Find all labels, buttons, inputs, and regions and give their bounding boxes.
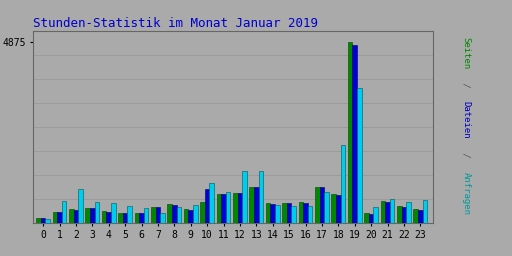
Bar: [364, 214, 369, 223]
Bar: [53, 212, 57, 223]
Bar: [167, 204, 172, 223]
Bar: [414, 209, 418, 223]
Bar: [390, 199, 394, 223]
Bar: [418, 210, 422, 223]
Bar: [275, 205, 280, 223]
Bar: [95, 202, 99, 223]
Bar: [397, 206, 401, 223]
Bar: [352, 45, 357, 223]
Bar: [357, 88, 361, 223]
Bar: [303, 203, 308, 223]
Bar: [282, 203, 287, 223]
Bar: [188, 210, 193, 223]
Bar: [205, 188, 209, 223]
Bar: [238, 193, 242, 223]
Text: Dateien: Dateien: [461, 101, 471, 138]
Bar: [340, 145, 345, 223]
Bar: [298, 202, 303, 223]
Text: Anfragen: Anfragen: [461, 172, 471, 215]
Bar: [102, 211, 106, 223]
Bar: [308, 206, 312, 223]
Bar: [86, 208, 90, 223]
Bar: [172, 205, 177, 223]
Bar: [78, 189, 83, 223]
Bar: [259, 172, 263, 223]
Bar: [41, 218, 46, 223]
Bar: [380, 201, 385, 223]
Bar: [348, 41, 352, 223]
Bar: [177, 207, 181, 223]
Bar: [249, 187, 254, 223]
Bar: [135, 213, 139, 223]
Bar: [156, 207, 160, 223]
Bar: [111, 203, 116, 223]
Bar: [209, 183, 214, 223]
Bar: [336, 195, 340, 223]
Bar: [123, 213, 127, 223]
Bar: [57, 212, 62, 223]
Text: /: /: [461, 77, 471, 93]
Bar: [36, 218, 41, 223]
Bar: [160, 213, 165, 223]
Bar: [62, 201, 67, 223]
Bar: [151, 207, 156, 223]
Bar: [369, 214, 373, 223]
Bar: [184, 209, 188, 223]
Bar: [233, 193, 238, 223]
Bar: [331, 195, 336, 223]
Bar: [139, 213, 144, 223]
Bar: [46, 219, 50, 223]
Bar: [193, 205, 198, 223]
Bar: [324, 191, 329, 223]
Bar: [422, 200, 427, 223]
Bar: [127, 206, 132, 223]
Text: Seiten: Seiten: [461, 37, 471, 69]
Bar: [291, 206, 296, 223]
Bar: [221, 194, 226, 223]
Bar: [118, 213, 123, 223]
Bar: [200, 201, 205, 223]
Bar: [242, 171, 247, 223]
Bar: [385, 202, 390, 223]
Bar: [254, 187, 259, 223]
Bar: [144, 208, 148, 223]
Bar: [106, 212, 111, 223]
Text: Stunden-Statistik im Monat Januar 2019: Stunden-Statistik im Monat Januar 2019: [33, 17, 318, 29]
Bar: [270, 204, 275, 223]
Bar: [406, 202, 411, 223]
Bar: [69, 209, 74, 223]
Bar: [401, 207, 406, 223]
Bar: [226, 192, 230, 223]
Bar: [373, 207, 378, 223]
Bar: [319, 187, 324, 223]
Bar: [287, 203, 291, 223]
Bar: [90, 208, 95, 223]
Text: /: /: [461, 147, 471, 163]
Bar: [74, 209, 78, 223]
Bar: [315, 187, 319, 223]
Bar: [217, 194, 221, 223]
Bar: [266, 203, 270, 223]
